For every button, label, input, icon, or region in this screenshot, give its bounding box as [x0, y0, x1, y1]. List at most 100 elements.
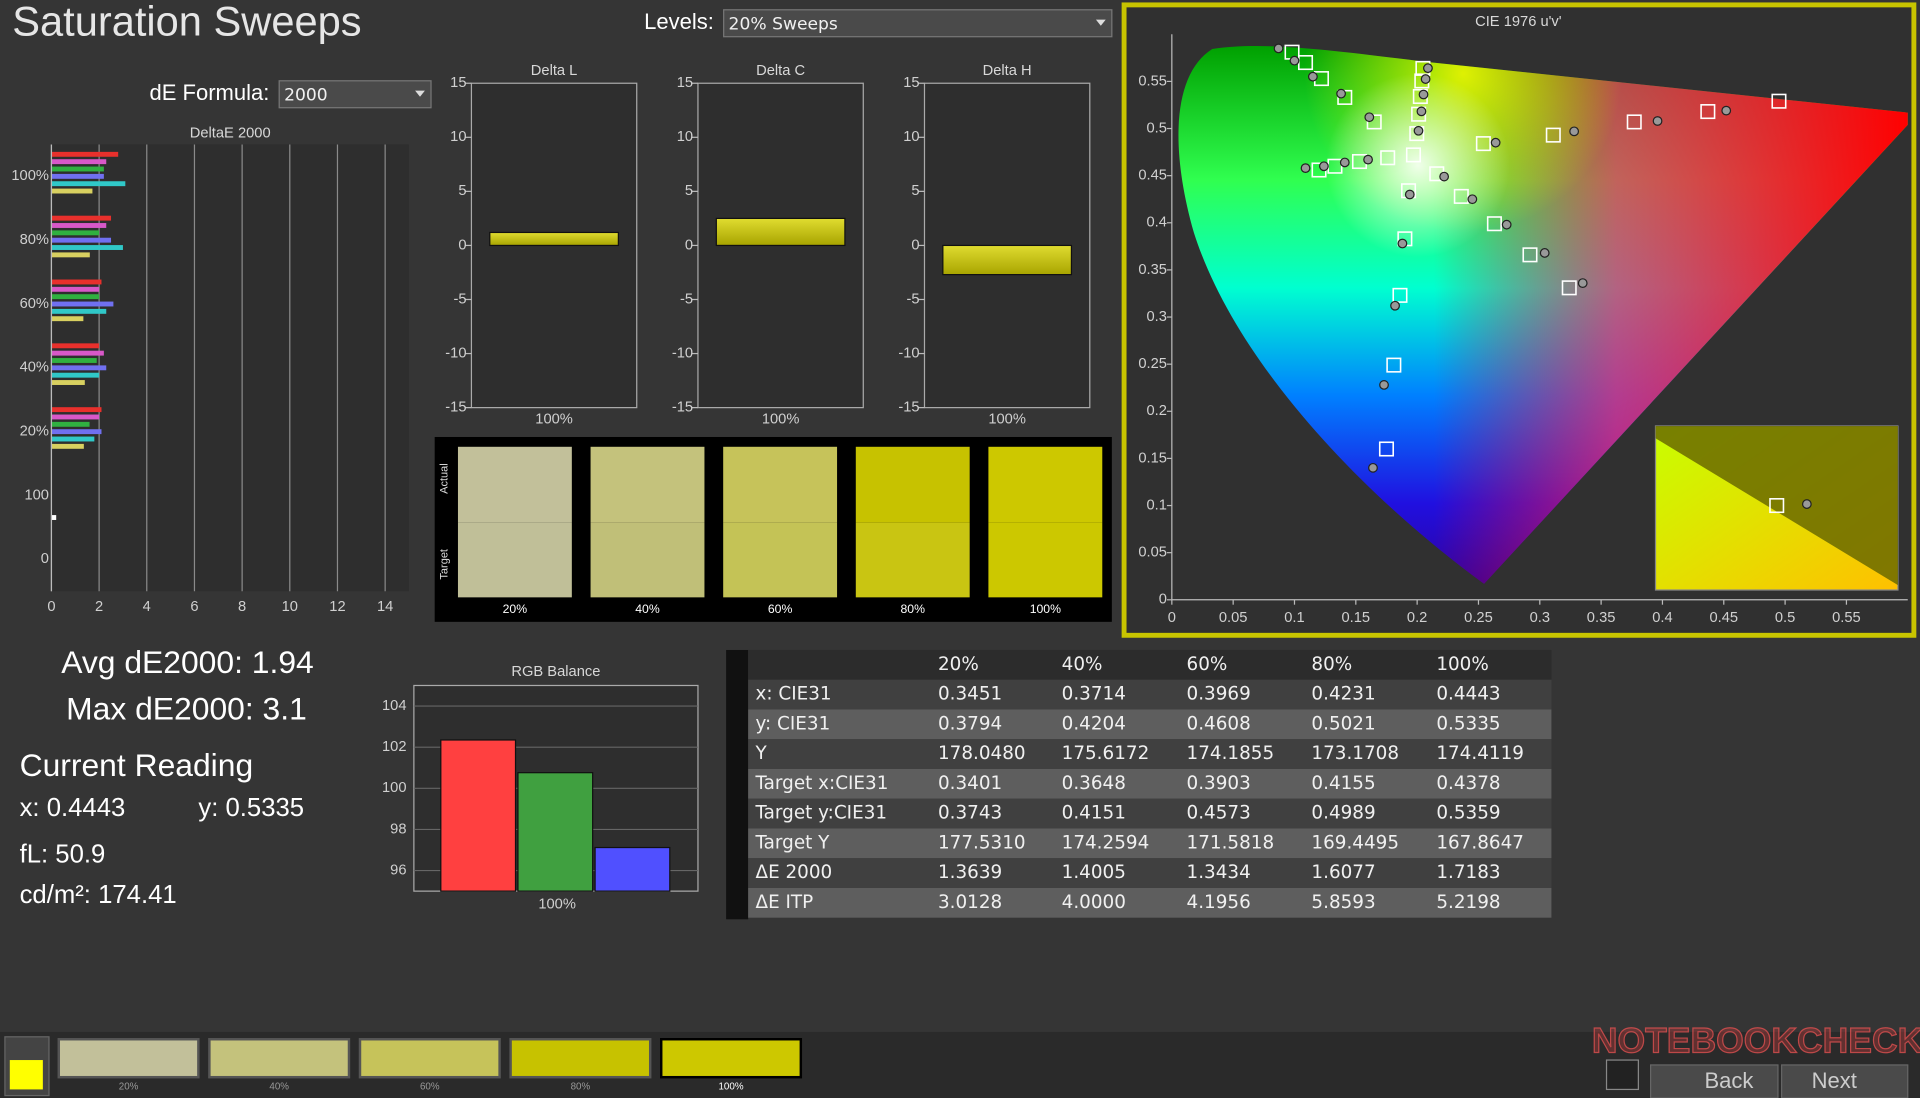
table-cell: 0.4155 — [1311, 773, 1375, 794]
y-tick-label: -15 — [672, 399, 693, 415]
target-point — [1386, 357, 1402, 373]
table-cell: 173.1708 — [1311, 743, 1399, 764]
bar — [489, 231, 619, 247]
x-tick-label: 0.55 — [1832, 610, 1861, 626]
chart-title: RGB Balance — [511, 664, 600, 680]
x-tick-label: 100% — [762, 412, 800, 428]
table-cell: 0.4378 — [1436, 773, 1500, 794]
table-header: 80% — [1311, 654, 1352, 675]
target-point — [1545, 127, 1561, 143]
reading-cdm2: cd/m²: 174.41 — [20, 881, 177, 909]
table-cell: 174.4119 — [1436, 743, 1524, 764]
target-point — [1366, 114, 1382, 130]
thumbnail-label[interactable]: 20% — [119, 1082, 139, 1093]
measured-point — [1404, 189, 1415, 200]
x-tick-label: 10 — [282, 599, 298, 615]
stop-button[interactable] — [1605, 1059, 1639, 1091]
table-row-bg — [748, 709, 1552, 740]
bar — [51, 429, 102, 435]
bar — [51, 414, 100, 420]
table-cell: 4.1956 — [1187, 892, 1251, 913]
y-tick-label: 0.4 — [1147, 215, 1167, 231]
measured-point — [1307, 71, 1318, 82]
y-tick-label: 5 — [685, 183, 693, 199]
y-tick-label: -10 — [898, 345, 919, 361]
bar — [51, 173, 104, 179]
bar — [51, 166, 104, 172]
next-button[interactable] — [1781, 1064, 1909, 1098]
table-strip — [726, 649, 749, 920]
y-tick-label: 0.25 — [1138, 356, 1167, 372]
back-button[interactable] — [1650, 1064, 1779, 1098]
bar — [51, 515, 57, 520]
table-cell: x: CIE31 — [756, 684, 832, 705]
swatch-actual — [590, 446, 705, 523]
thumbnail-label[interactable]: 80% — [571, 1082, 591, 1093]
thumbnail[interactable] — [358, 1038, 501, 1079]
thumbnail[interactable] — [208, 1038, 351, 1079]
measured-point — [1652, 116, 1663, 126]
y-tick-label: 0 — [1159, 592, 1167, 608]
thumbnail[interactable] — [660, 1038, 803, 1079]
table-cell: 0.3794 — [938, 713, 1002, 734]
measured-point — [1539, 248, 1550, 258]
y-tick-label: 0 — [911, 237, 919, 253]
table-cell: 169.4495 — [1311, 832, 1399, 853]
y-tick-label: 96 — [390, 862, 406, 878]
y-tick-label: 104 — [382, 698, 407, 714]
dropdown-arrow — [1095, 19, 1106, 26]
bar — [51, 294, 100, 300]
reading-y: y: 0.5335 — [198, 794, 304, 822]
measured-point — [1413, 125, 1424, 136]
thumbnail-label[interactable]: 40% — [269, 1082, 289, 1093]
bar — [51, 286, 100, 292]
table-cell: 4.0000 — [1062, 892, 1126, 913]
y-tick-label: 0.55 — [1138, 73, 1167, 89]
inset-shade — [1655, 425, 1898, 586]
y-tick-label: 0 — [685, 237, 693, 253]
thumbnail[interactable] — [57, 1038, 200, 1079]
table-cell: 174.2594 — [1062, 832, 1150, 853]
bar — [51, 215, 112, 221]
target-point — [1486, 216, 1502, 232]
x-tick-label: 0.4 — [1652, 610, 1672, 626]
table-cell: 0.5359 — [1436, 803, 1500, 824]
bar — [51, 252, 90, 258]
table-cell: 0.3401 — [938, 773, 1002, 794]
thumbnail-label[interactable]: 60% — [420, 1082, 440, 1093]
table-cell: y: CIE31 — [756, 713, 831, 734]
thumbnail-label[interactable]: 100% — [719, 1082, 744, 1093]
levels-dropdown[interactable] — [723, 9, 1113, 38]
bar — [51, 365, 107, 371]
target-point — [1380, 150, 1396, 166]
table-cell: 178.0480 — [938, 743, 1026, 764]
levels-value[interactable]: 20% Sweeps — [729, 14, 838, 34]
table-cell: ΔE ITP — [756, 892, 814, 913]
table-row-bg — [748, 739, 1552, 769]
table-cell: Target Y — [755, 832, 831, 853]
table-cell: 171.5818 — [1187, 832, 1275, 853]
formula-value[interactable]: 2000 — [284, 85, 328, 105]
table-cell: Target y:CIE31 — [755, 803, 888, 824]
table-row-bg — [748, 798, 1552, 829]
reading-fl: fL: 50.9 — [20, 840, 106, 868]
measured-point — [1319, 161, 1329, 172]
next-button-label[interactable]: Next — [1812, 1068, 1857, 1093]
back-button-label[interactable]: Back — [1704, 1068, 1754, 1093]
swatch-target — [590, 522, 705, 598]
measured-point — [1418, 89, 1429, 100]
y-tick-label: 100 — [24, 487, 49, 503]
swatch-label: 80% — [900, 602, 925, 616]
bar — [51, 316, 84, 322]
thumbnail[interactable] — [509, 1038, 652, 1079]
x-tick-label: 0.2 — [1407, 610, 1427, 626]
x-tick-label: 100% — [538, 896, 576, 912]
table-row-bg — [748, 828, 1552, 859]
y-tick-label: 10 — [903, 129, 919, 145]
formula-dropdown[interactable] — [278, 80, 432, 109]
x-tick-label: 12 — [329, 599, 345, 615]
watermark: NOTEBOOKCHECK — [1592, 1020, 1920, 1060]
current-color — [9, 1060, 43, 1090]
